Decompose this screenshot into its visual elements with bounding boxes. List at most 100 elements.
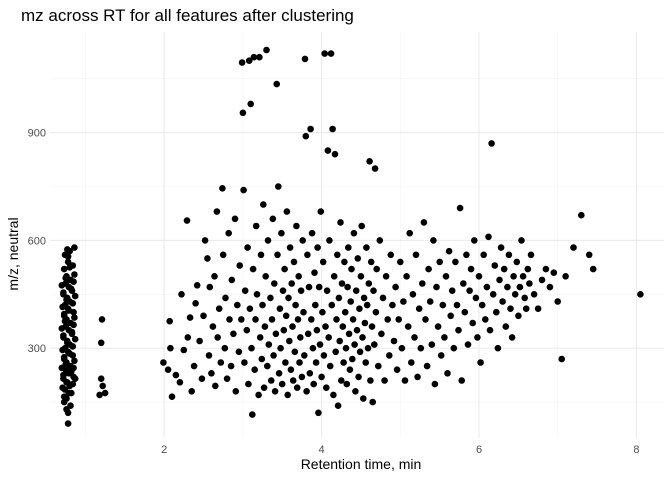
data-point bbox=[66, 350, 73, 357]
data-point bbox=[494, 344, 502, 352]
data-point bbox=[414, 373, 421, 381]
data-point bbox=[452, 258, 459, 266]
data-point bbox=[236, 262, 243, 269]
data-point bbox=[489, 291, 497, 298]
data-point bbox=[378, 330, 385, 338]
data-point bbox=[279, 287, 287, 295]
data-point bbox=[280, 326, 288, 334]
data-point bbox=[392, 283, 399, 291]
data-point bbox=[350, 229, 358, 237]
data-point bbox=[285, 294, 292, 302]
data-point bbox=[338, 377, 345, 384]
data-point bbox=[400, 298, 407, 305]
data-point bbox=[346, 366, 354, 374]
chart-title: mz across RT for all features after clus… bbox=[21, 6, 354, 25]
data-point bbox=[267, 294, 274, 302]
data-point bbox=[524, 265, 532, 273]
data-point bbox=[275, 370, 283, 377]
data-point bbox=[260, 384, 268, 392]
data-point bbox=[456, 204, 464, 212]
data-point bbox=[406, 229, 414, 237]
data-point bbox=[343, 380, 351, 388]
data-point bbox=[347, 298, 355, 305]
data-point bbox=[507, 305, 514, 313]
data-point bbox=[252, 222, 260, 230]
data-point bbox=[267, 377, 275, 384]
data-point bbox=[436, 258, 444, 266]
data-point bbox=[355, 373, 362, 381]
data-point bbox=[412, 251, 420, 259]
data-point bbox=[518, 237, 525, 244]
data-point bbox=[384, 316, 392, 323]
data-point bbox=[538, 276, 546, 284]
data-point bbox=[333, 316, 340, 323]
data-point bbox=[369, 398, 377, 406]
data-point bbox=[273, 80, 281, 88]
grid-lines bbox=[50, 32, 664, 438]
data-point bbox=[327, 50, 335, 57]
data-point bbox=[398, 344, 406, 352]
data-point bbox=[65, 307, 73, 314]
data-point bbox=[354, 255, 362, 262]
data-point bbox=[353, 326, 361, 334]
data-point bbox=[409, 291, 417, 298]
data-point bbox=[271, 388, 279, 395]
x-tick-label: 4 bbox=[319, 444, 325, 456]
data-point bbox=[497, 244, 505, 251]
data-point bbox=[472, 294, 480, 302]
data-point bbox=[64, 253, 72, 260]
data-point bbox=[278, 229, 285, 237]
data-point bbox=[319, 258, 327, 266]
data-point bbox=[99, 382, 106, 390]
data-point bbox=[188, 388, 195, 395]
data-point bbox=[249, 411, 256, 418]
data-point bbox=[260, 201, 267, 208]
data-point bbox=[337, 219, 344, 226]
data-point bbox=[348, 265, 355, 273]
data-point bbox=[480, 251, 488, 259]
data-point bbox=[239, 109, 247, 117]
data-point bbox=[395, 316, 403, 323]
data-point bbox=[297, 334, 304, 341]
data-point bbox=[290, 258, 298, 266]
data-point bbox=[168, 393, 176, 401]
data-point bbox=[323, 287, 331, 295]
data-point bbox=[59, 346, 66, 354]
data-point bbox=[287, 366, 295, 374]
data-point bbox=[301, 55, 309, 63]
data-point bbox=[486, 326, 494, 334]
data-point bbox=[522, 305, 530, 313]
data-point bbox=[257, 251, 265, 259]
data-point bbox=[356, 348, 364, 356]
data-point bbox=[362, 359, 370, 366]
data-point bbox=[500, 265, 508, 273]
data-point bbox=[345, 330, 353, 338]
data-point bbox=[241, 287, 249, 295]
data-point bbox=[291, 348, 299, 356]
data-point bbox=[275, 183, 282, 190]
data-point bbox=[198, 375, 206, 383]
data-point bbox=[206, 283, 214, 291]
data-point bbox=[321, 50, 329, 57]
data-point bbox=[298, 373, 306, 381]
data-point bbox=[69, 380, 77, 388]
data-point bbox=[332, 348, 340, 356]
data-point bbox=[190, 362, 198, 370]
data-point bbox=[97, 339, 105, 347]
data-point bbox=[371, 165, 379, 172]
data-point bbox=[460, 280, 467, 287]
data-point bbox=[562, 273, 569, 280]
data-point bbox=[241, 359, 248, 366]
data-point bbox=[505, 251, 513, 259]
data-point bbox=[309, 344, 317, 352]
data-point bbox=[502, 323, 510, 330]
data-point bbox=[69, 300, 77, 307]
data-point bbox=[477, 359, 484, 366]
data-point bbox=[265, 341, 273, 348]
data-point bbox=[359, 334, 366, 341]
data-point bbox=[213, 208, 221, 215]
data-point bbox=[393, 366, 401, 374]
data-point bbox=[397, 258, 404, 266]
y-tick-label: 300 bbox=[28, 343, 46, 355]
data-point bbox=[303, 388, 310, 395]
